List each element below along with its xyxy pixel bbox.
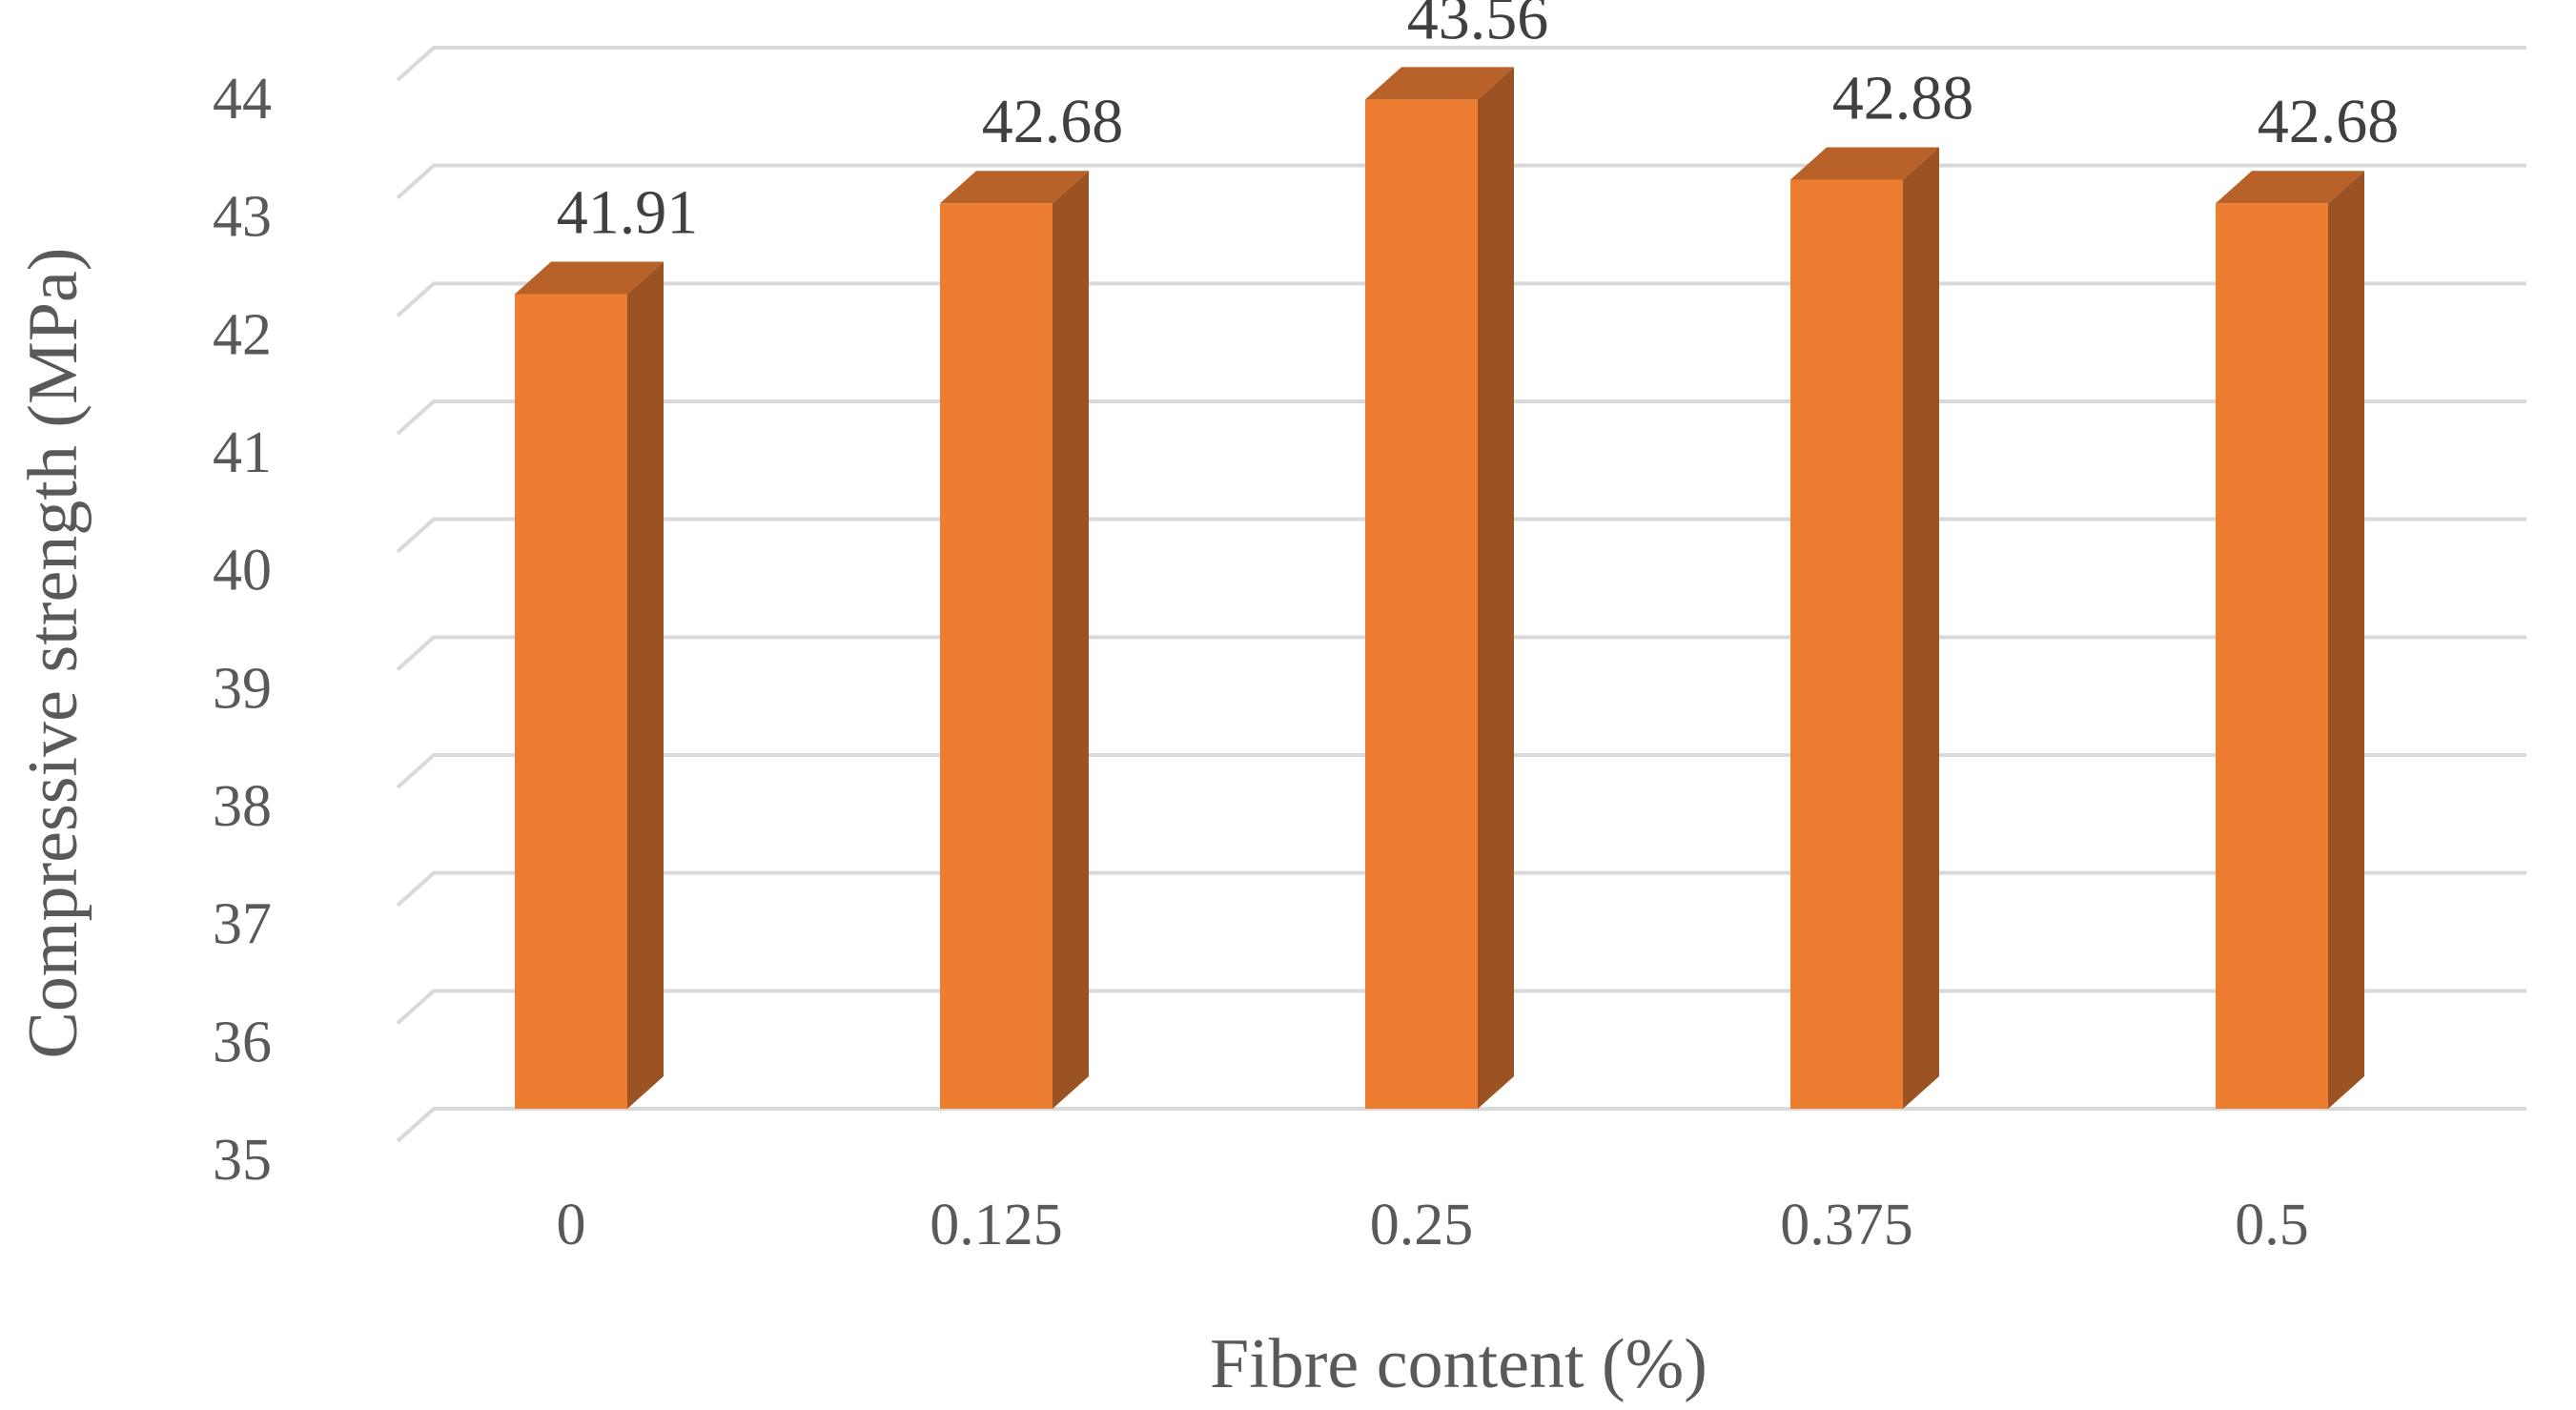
- y-tick-label: 40: [213, 539, 272, 603]
- x-tick-label: 0.5: [2235, 1193, 2309, 1257]
- bar: [515, 261, 664, 1109]
- bar-top: [940, 171, 1089, 204]
- y-tick-label: 41: [213, 420, 272, 485]
- gridlines: [396, 46, 2526, 1143]
- bar-top: [515, 261, 664, 295]
- x-tick-label: 0.125: [930, 1193, 1063, 1257]
- bar-front: [2216, 203, 2328, 1110]
- y-tick-label: 35: [213, 1128, 272, 1193]
- y-tick-label: 39: [213, 656, 272, 721]
- data-label: 42.68: [2258, 87, 2400, 156]
- x-tick-label: 0.375: [1780, 1193, 1913, 1257]
- x-axis-title: Fibre content (%): [1210, 1325, 1707, 1403]
- bar: [1365, 67, 1514, 1109]
- y-tick-label: 43: [213, 185, 272, 250]
- gridline: [396, 46, 2526, 82]
- bar-top: [2216, 171, 2364, 204]
- data-labels: 41.91 42.68 43.56 42.88 42.68: [557, 0, 2400, 247]
- bar: [1790, 147, 1939, 1110]
- y-axis-title: Compressive strength (MPa): [14, 248, 92, 1059]
- bar-front: [1790, 179, 1903, 1110]
- x-tick-label: 0.25: [1370, 1193, 1474, 1257]
- gridline: [396, 1107, 2526, 1143]
- y-tick-label: 38: [213, 774, 272, 839]
- bar-side: [627, 261, 664, 1109]
- y-tick-label: 37: [213, 892, 272, 957]
- bar-top: [1790, 147, 1939, 180]
- bar: [2216, 171, 2364, 1110]
- data-label: 42.68: [982, 87, 1124, 156]
- bar-side: [2328, 171, 2364, 1110]
- bars: [515, 67, 2364, 1110]
- y-tick-label: 42: [213, 302, 272, 367]
- data-label: 43.56: [1407, 0, 1549, 52]
- data-label: 42.88: [1832, 64, 1974, 133]
- bar: [940, 171, 1089, 1110]
- y-tick-label: 36: [213, 1010, 272, 1074]
- y-tick-label: 44: [213, 67, 272, 132]
- bar-side: [1478, 67, 1514, 1109]
- x-tick-label: 0: [557, 1193, 586, 1257]
- bar-front: [940, 203, 1053, 1110]
- x-axis-ticks: 0 0.125 0.25 0.375 0.5: [557, 1193, 2309, 1257]
- bar-side: [1903, 147, 1939, 1110]
- y-axis-ticks: 35 36 37 38 39 40 41 42 43 44: [213, 67, 272, 1193]
- data-label: 41.91: [557, 177, 699, 247]
- bar-front: [1365, 99, 1478, 1109]
- bar-top: [1365, 67, 1514, 100]
- bar-front: [515, 294, 627, 1109]
- bar-side: [1053, 171, 1089, 1110]
